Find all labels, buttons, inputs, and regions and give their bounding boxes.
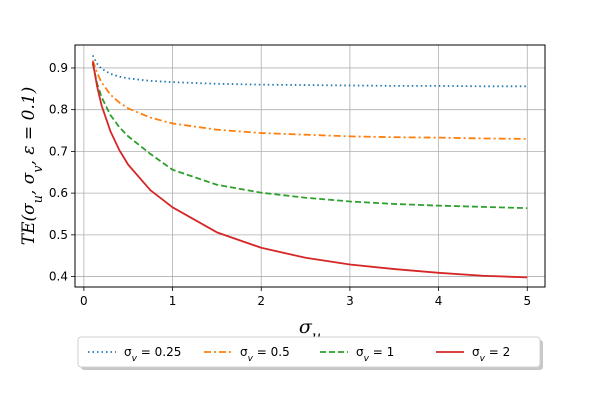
- legend-label: σv = 1: [356, 345, 394, 364]
- y-ticks: 0.4 0.5 0.6 0.7 0.8 0.9: [49, 61, 75, 284]
- x-tick-label: 0: [80, 294, 88, 308]
- y-tick-label: 0.4: [49, 270, 68, 284]
- y-axis-label: TE(σu, σv, ε = 0.1): [19, 87, 46, 246]
- y-tick-label: 0.8: [49, 103, 68, 117]
- series-line: [91, 60, 528, 140]
- series-line: [91, 61, 528, 279]
- x-tick-label: 5: [523, 294, 531, 308]
- legend-label: σv = 0.25: [124, 345, 181, 364]
- grid: [75, 45, 545, 287]
- y-tick-label: 0.7: [49, 144, 68, 158]
- y-tick-label: 0.5: [49, 228, 68, 242]
- legend: σv = 0.25 σv = 0.5 σv = 1 σv = 2: [77, 336, 543, 370]
- x-tick-label: 3: [346, 294, 354, 308]
- plot-frame: [74, 44, 546, 288]
- legend-label: σv = 2: [472, 345, 510, 364]
- y-tick-label: 0.6: [49, 186, 68, 200]
- x-tick-label: 1: [169, 294, 177, 308]
- series-line: [91, 55, 528, 88]
- x-ticks: 0 1 2 3 4 5: [80, 287, 531, 308]
- y-tick-label: 0.9: [49, 61, 68, 75]
- series-lines: [91, 55, 528, 279]
- x-tick-label: 4: [435, 294, 443, 308]
- legend-box: [77, 336, 541, 368]
- legend-label: σv = 0.5: [240, 345, 290, 364]
- x-tick-label: 2: [257, 294, 265, 308]
